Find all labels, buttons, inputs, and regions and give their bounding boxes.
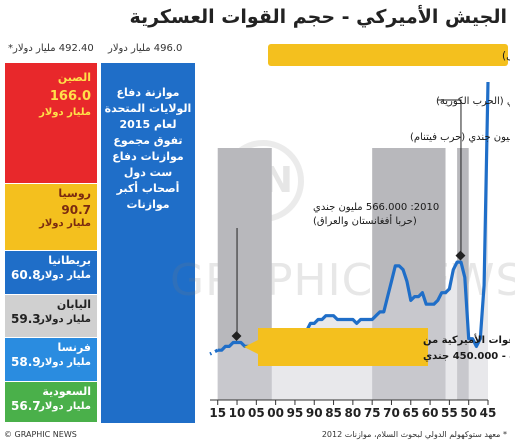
us-total-label: 496.0 مليار دولار	[108, 43, 183, 54]
country-unit: مليار دولار	[39, 269, 91, 281]
annotation-korea: 1950-1953: 1.6 مليون جندي (الحرب الكورية…	[436, 96, 510, 107]
troop-area	[217, 82, 488, 400]
country-value: 90.7	[61, 203, 91, 218]
country-name: روسيا	[58, 187, 91, 201]
us-text-line: تفوق مجموع	[113, 134, 183, 147]
us-budget-bar	[101, 63, 195, 423]
country-unit: مليار دولار	[39, 107, 91, 118]
us-text-line: لعام 2015	[119, 118, 177, 131]
x-tick-label: 75	[364, 406, 381, 420]
annotation-2010: 2010: 566.000 مليون جندي	[313, 202, 439, 213]
budget-segment-4: فرنسا 58.9 مليار دولار	[5, 338, 97, 382]
annotation-2017: 2017: من المقرر خفض القوات الأميركية من	[423, 333, 510, 346]
us-text-line: الولايات المتحدة	[104, 102, 192, 115]
country-name: بريطانيا	[48, 253, 91, 267]
country-unit: مليار دولار	[39, 314, 91, 326]
budget-segment-1: روسيا 90.7 مليار دولار	[5, 184, 97, 251]
country-name: فرنسا	[57, 341, 92, 355]
us-text-line: أصحاب أكبر	[116, 182, 180, 195]
x-tick-label: 55	[441, 406, 458, 420]
x-tick-label: 50	[460, 406, 477, 420]
x-tick-label: 65	[402, 406, 419, 420]
budget-segment-5: السعودية 56.7 مليار دولار	[5, 381, 97, 423]
x-tick-label: 60	[422, 406, 439, 420]
x-tick-label: 10	[229, 406, 246, 420]
footer-source: * معهد ستوكهولم الدولي لبحوث السلام، موا…	[321, 430, 507, 439]
annotation-2017-sub: 520.000 إلى 440.000 - 450.000 جندي	[423, 351, 510, 362]
us-text-line: موازنات	[126, 198, 170, 211]
annotation-2017-box	[244, 328, 428, 366]
budget-segment-3: اليابان 59.3 مليار دولار	[5, 295, 97, 339]
x-tick-label: 45	[480, 406, 497, 420]
country-unit: مليار دولار	[39, 400, 91, 412]
x-tick-label: 90	[306, 406, 323, 420]
country-unit: مليار دولار	[39, 357, 91, 369]
annotation-1945: 1945: 8.3 مليون جندي (الحرب العالمية الأ…	[502, 49, 510, 62]
country-name: السعودية	[42, 384, 91, 398]
others-total-label: 492.40 مليار دولار*	[8, 43, 94, 54]
us-text-line: موازنات دفاع	[112, 150, 184, 163]
footer-brand: © GRAPHIC NEWS	[4, 430, 77, 439]
country-value: 166.0	[49, 89, 91, 104]
country-value: 58.9	[11, 355, 41, 370]
korea-leader	[438, 99, 462, 255]
x-tick-label: 05	[248, 406, 265, 420]
country-value: 59.3	[11, 312, 41, 327]
us-text-line: ست دول	[123, 166, 173, 179]
budget-segment-0: الصين 166.0 مليار دولار	[5, 63, 97, 185]
annotation-1945-box	[268, 44, 508, 66]
budget-segment-2: بريطانيا 60.8 مليار دولار	[5, 250, 97, 296]
country-value: 56.7	[11, 398, 41, 413]
projection-line	[209, 348, 219, 356]
us-budget-text: موازنة دفاع الولايات المتحدة لعام 2015 تفوق…	[101, 85, 195, 213]
annotation-2010-sub: (حربا أفغانستان والعراق)	[313, 214, 417, 227]
x-tick-label: 85	[325, 406, 342, 420]
country-name: الصين	[57, 71, 91, 84]
page-title: الجيش الأميركي - حجم القوات العسكرية	[129, 6, 507, 28]
country-value: 60.8	[11, 267, 41, 282]
x-tick-label: 70	[383, 406, 400, 420]
x-tick-label: 15	[209, 406, 226, 420]
us-text-line: موازنة دفاع	[116, 86, 180, 99]
country-unit: مليار دولار	[39, 218, 91, 230]
x-tick-label: 00	[267, 406, 284, 420]
annotation-vietnam: 1956-1975: 1.5 مليون جندي (حرب فيتنام)	[410, 132, 510, 143]
x-tick-label: 95	[287, 406, 304, 420]
troop-size-chart: 1945: 8.3 مليون جندي (الحرب العالمية الأ…	[209, 44, 510, 420]
x-tick-label: 80	[345, 406, 362, 420]
country-name: اليابان	[56, 298, 91, 312]
